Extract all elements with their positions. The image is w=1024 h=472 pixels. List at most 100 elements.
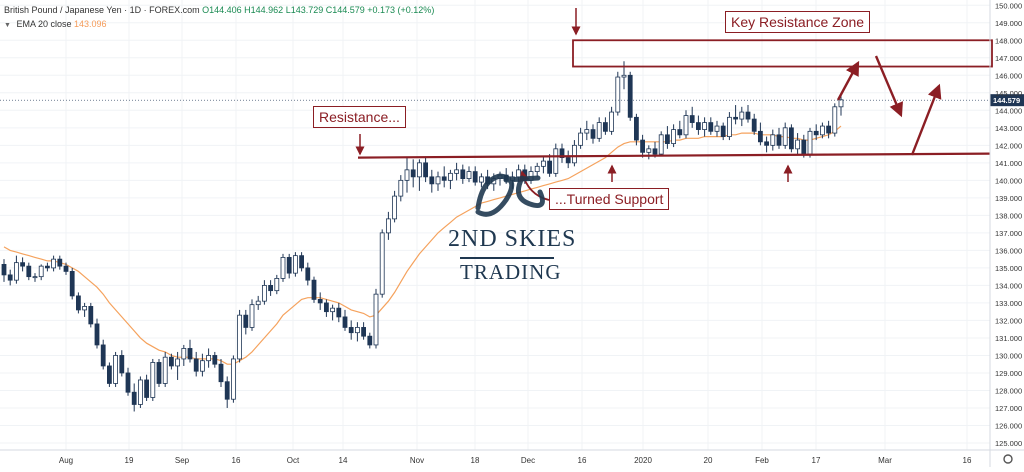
candle-body: [789, 127, 794, 150]
candle-body: [32, 276, 38, 279]
candle: [795, 133, 800, 155]
ema-20-line: [3, 125, 842, 365]
candle: [193, 351, 199, 377]
candle-body: [820, 125, 825, 136]
candle-body: [559, 148, 565, 158]
candle: [348, 320, 354, 340]
y-tick-label: 129.000: [995, 369, 1022, 378]
candle-body: [20, 262, 26, 267]
candle-body: [26, 265, 32, 278]
candle-body: [392, 195, 398, 220]
candle: [317, 292, 323, 310]
candle: [572, 140, 577, 167]
resistance-label: Resistance...: [313, 106, 406, 128]
candle-body: [782, 127, 788, 146]
candle-body: [82, 306, 87, 311]
candle-body: [292, 255, 298, 274]
candle-body: [764, 141, 769, 146]
candle: [261, 280, 267, 305]
candle-body: [168, 356, 174, 367]
candle-body: [727, 116, 732, 137]
candle: [615, 71, 621, 116]
y-tick-label: 140.000: [995, 176, 1022, 185]
x-tick-label: Dec: [521, 456, 535, 465]
candle-body: [1, 263, 7, 276]
candle-body: [621, 74, 627, 78]
candle-body: [144, 379, 150, 398]
candle-body: [100, 344, 106, 367]
candle: [776, 127, 782, 149]
candle-body: [640, 139, 645, 153]
candle-body: [336, 307, 342, 318]
y-tick-label: 130.000: [995, 351, 1022, 360]
candle-body: [373, 293, 379, 346]
candle: [168, 353, 174, 370]
candle-body: [758, 130, 763, 143]
candle-body: [714, 125, 720, 132]
candle-body: [565, 157, 571, 164]
legend-ohlc: O144.406 H144.962 L143.729 C144.579 +0.1…: [202, 5, 435, 15]
y-tick-label: 144.000: [995, 106, 1022, 115]
candle: [658, 131, 664, 156]
y-tick-label: 135.000: [995, 264, 1022, 273]
candle-body: [224, 381, 230, 400]
candle-body: [286, 256, 292, 274]
chart-legend: British Pound / Japanese Yen · 1D · FORE…: [4, 3, 434, 33]
legend-ema-label[interactable]: EMA 20 close: [16, 19, 72, 29]
candle: [627, 71, 633, 121]
candle-body: [206, 355, 212, 362]
candle-body: [113, 355, 118, 384]
candle: [683, 110, 689, 139]
candle: [13, 255, 19, 284]
candle-body: [385, 218, 391, 234]
candle: [292, 252, 298, 277]
y-tick-label: 132.000: [995, 316, 1022, 325]
candle: [268, 280, 274, 296]
candle-body: [199, 360, 205, 372]
candle-body: [181, 348, 187, 360]
candle: [392, 190, 398, 223]
candle: [144, 374, 150, 401]
candle: [32, 273, 38, 282]
y-tick-label: 146.000: [995, 71, 1022, 80]
y-tick-label: 139.000: [995, 194, 1022, 203]
candle: [181, 344, 187, 366]
candle-body: [826, 125, 831, 134]
candle-body: [547, 160, 552, 174]
candle-body: [460, 169, 466, 179]
y-tick-label: 128.000: [995, 386, 1022, 395]
legend-symbol[interactable]: British Pound / Japanese Yen · 1D · FORE…: [4, 5, 200, 15]
candle-body: [150, 362, 156, 398]
candle: [472, 166, 478, 186]
candle: [20, 257, 26, 272]
candle: [534, 162, 540, 177]
candle-body: [255, 300, 261, 306]
projection-arrow-up-1: [836, 60, 860, 101]
candle: [640, 134, 645, 158]
candle-body: [88, 306, 94, 325]
candle: [38, 264, 44, 281]
candle: [212, 351, 218, 368]
x-tick-label: Nov: [410, 456, 424, 465]
candle-body: [367, 335, 373, 346]
y-tick-label: 143.000: [995, 124, 1022, 133]
candle: [100, 339, 106, 370]
support-resistance-line: [357, 152, 991, 159]
candle-body: [156, 362, 162, 384]
candle: [305, 262, 311, 286]
candle: [733, 105, 738, 125]
candle-body: [162, 356, 168, 384]
x-tick-label: Aug: [59, 456, 73, 465]
candle-body: [733, 116, 738, 120]
candle: [385, 211, 391, 240]
candle-body: [658, 134, 664, 155]
candle: [76, 292, 81, 314]
candle: [609, 106, 614, 135]
candle-body: [534, 165, 540, 172]
candle-body: [249, 304, 255, 328]
candle-body: [832, 106, 838, 134]
y-tick-label: 126.000: [995, 421, 1022, 430]
collapse-caret-icon[interactable]: ▼: [4, 22, 11, 29]
